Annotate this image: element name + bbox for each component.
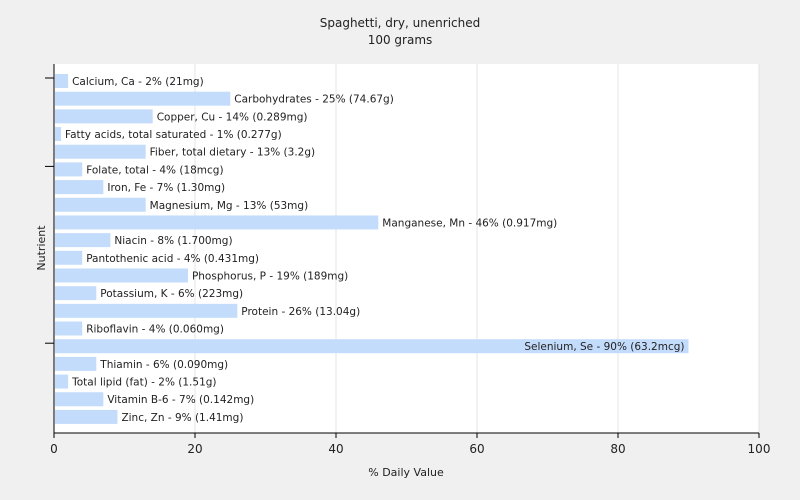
bar [55, 321, 83, 336]
bar [55, 74, 69, 88]
bar-label: Magnesium, Mg - 13% (53mg) [150, 200, 309, 212]
bar-label: Zinc, Zn - 9% (1.41mg) [121, 412, 243, 424]
bar-label: Potassium, K - 6% (223mg) [100, 288, 243, 300]
bar [55, 162, 83, 177]
bar-label: Phosphorus, P - 19% (189mg) [192, 270, 348, 282]
bar-label: Vitamin B-6 - 7% (0.142mg) [107, 394, 254, 406]
x-tick-label: 60 [469, 442, 484, 456]
axes-group: 0 20 40 60 80 100 [45, 64, 770, 456]
bar-label: Folate, total - 4% (18mcg) [86, 164, 223, 176]
x-tick-label: 0 [50, 442, 58, 456]
bar-label: Pantothenic acid - 4% (0.431mg) [86, 253, 259, 265]
x-tick-label: 80 [610, 442, 625, 456]
bar [55, 215, 379, 230]
chart-subtitle: 100 grams [368, 33, 433, 47]
bar-label: Calcium, Ca - 2% (21mg) [72, 76, 204, 88]
x-axis-title: % Daily Value [368, 466, 444, 479]
bar [55, 109, 153, 124]
bar [55, 233, 111, 248]
bar [55, 409, 118, 424]
bar-label: Carbohydrates - 25% (74.67g) [234, 94, 394, 106]
bar [55, 286, 97, 301]
bar [55, 197, 146, 212]
bar [55, 356, 97, 371]
gridlines [194, 64, 760, 433]
plot-area [54, 64, 759, 433]
bar-label: Thiamin - 6% (0.090mg) [99, 359, 228, 371]
bar-label: Iron, Fe - 7% (1.30mg) [107, 182, 225, 194]
bar-label: Manganese, Mn - 46% (0.917mg) [382, 217, 557, 229]
bar [55, 374, 69, 389]
x-tick-label: 40 [328, 442, 343, 456]
bar [55, 392, 104, 407]
x-tick-label: 100 [748, 442, 771, 456]
bars-group: Calcium, Ca - 2% (21mg) Carbohydrates - 2… [55, 74, 689, 424]
bar [55, 144, 146, 159]
bar-label: Copper, Cu - 14% (0.289mg) [157, 111, 308, 123]
bar [55, 180, 104, 195]
bar [55, 303, 238, 318]
bar-label: Niacin - 8% (1.700mg) [114, 235, 232, 247]
bar-label: Total lipid (fat) - 2% (1.51g) [71, 377, 216, 389]
bar [55, 268, 188, 283]
bar-label: Selenium, Se - 90% (63.2mcg) [524, 341, 684, 353]
chart-title: Spaghetti, dry, unenriched [320, 16, 481, 30]
bar-label: Riboflavin - 4% (0.060mg) [86, 324, 224, 336]
bar-label: Protein - 26% (13.04g) [241, 306, 360, 318]
bar [55, 91, 231, 106]
bar [55, 339, 689, 354]
y-axis-title: Nutrient [35, 225, 48, 271]
bar [55, 250, 83, 265]
bar-label: Fatty acids, total saturated - 1% (0.277… [65, 129, 282, 141]
x-tick-label: 20 [187, 442, 202, 456]
bar [55, 127, 62, 142]
bar-label: Fiber, total dietary - 13% (3.2g) [150, 147, 315, 159]
